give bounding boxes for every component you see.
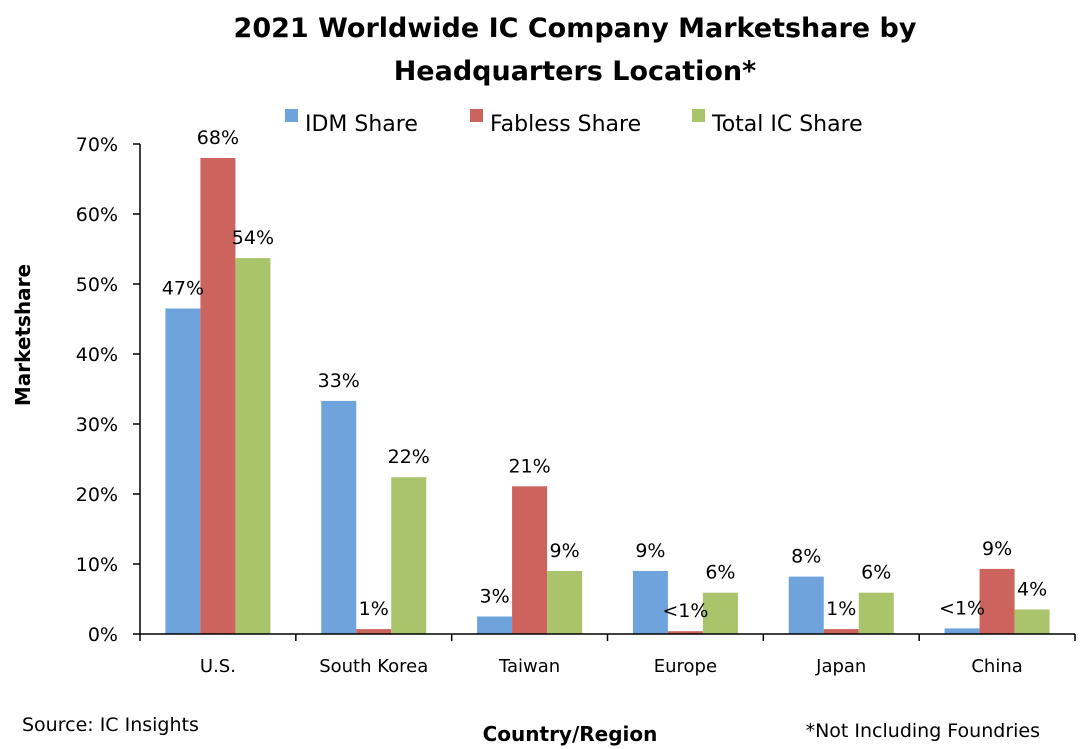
chart-title-line-2: Headquarters Location* — [394, 56, 757, 87]
data-label: 9% — [635, 540, 665, 562]
data-label: 1% — [359, 598, 389, 620]
x-tick-label: China — [971, 656, 1022, 677]
bar — [1014, 609, 1050, 634]
data-label: 33% — [318, 370, 360, 392]
data-label: 47% — [162, 278, 204, 300]
x-tick-label: Taiwan — [498, 656, 560, 677]
source-note: Source: IC Insights — [22, 714, 199, 736]
data-label: 6% — [861, 562, 891, 584]
bar — [235, 258, 271, 634]
legend: IDM Share Fabless Share Total IC Share — [285, 109, 863, 137]
bar — [356, 629, 392, 634]
legend-label: Fabless Share — [490, 112, 641, 137]
bar — [477, 616, 513, 634]
legend-label: Total IC Share — [711, 112, 863, 137]
y-tick-label: 60% — [76, 204, 118, 226]
bar — [858, 592, 894, 634]
bars — [165, 158, 1050, 634]
x-tick-label: South Korea — [319, 656, 428, 677]
x-axis: U.S. South Korea Taiwan Europe Japan China — [139, 633, 1076, 677]
x-tick-label: Europe — [654, 656, 717, 677]
bar — [702, 592, 738, 634]
bar — [391, 477, 427, 634]
bar — [512, 486, 548, 634]
bar — [788, 576, 824, 634]
y-tick-label: 0% — [88, 624, 118, 646]
data-label: 9% — [982, 538, 1012, 560]
data-label: 21% — [508, 455, 550, 477]
bar — [321, 400, 357, 634]
bar — [944, 628, 980, 634]
bar — [547, 571, 583, 634]
y-tick-label: 30% — [76, 414, 118, 436]
chart-title-line-1: 2021 Worldwide IC Company Marketshare by — [234, 13, 917, 44]
data-label: 8% — [791, 546, 821, 568]
y-axis: 0% 10% 20% 30% 40% 50% 60% 70% — [76, 134, 141, 646]
data-label: 9% — [550, 540, 580, 562]
bar — [667, 631, 703, 634]
data-label: 4% — [1017, 579, 1047, 601]
legend-label: IDM Share — [305, 112, 418, 137]
y-tick-label: 50% — [76, 274, 118, 296]
bar — [200, 158, 236, 634]
y-axis-title: Marketshare — [11, 264, 35, 406]
y-tick-label: 10% — [76, 554, 118, 576]
footnote: *Not Including Foundries — [806, 720, 1040, 742]
data-label: 1% — [826, 598, 856, 620]
legend-swatch — [285, 109, 298, 122]
value-labels: 47%68%54%33%1%22%3%21%9% 9%<1%6%8%1%6%<1%… — [162, 127, 1047, 622]
data-label: <1% — [662, 600, 708, 622]
x-axis-title: Country/Region — [483, 722, 658, 746]
data-label: 68% — [197, 127, 239, 149]
x-tick-label: U.S. — [200, 656, 236, 677]
data-label: 3% — [480, 586, 510, 608]
x-tick-label: Japan — [815, 656, 866, 677]
y-tick-label: 40% — [76, 344, 118, 366]
y-tick-label: 20% — [76, 484, 118, 506]
y-tick-label: 70% — [76, 134, 118, 156]
data-label: 6% — [705, 562, 735, 584]
bar — [632, 571, 668, 634]
bar — [165, 308, 201, 634]
legend-swatch — [692, 109, 705, 122]
legend-swatch — [470, 109, 483, 122]
bar — [979, 568, 1015, 634]
data-label: 22% — [388, 446, 430, 468]
bar — [823, 629, 859, 634]
data-label: 54% — [232, 227, 274, 249]
data-label: <1% — [939, 597, 985, 619]
